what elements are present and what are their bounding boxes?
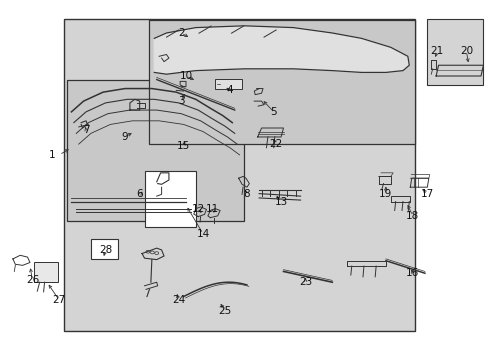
- Text: 13: 13: [274, 197, 287, 207]
- Text: 8: 8: [243, 189, 250, 199]
- Text: 9: 9: [122, 132, 128, 142]
- Bar: [66, 80, 244, 221]
- Text: 22: 22: [269, 139, 282, 149]
- Bar: [34, 262, 58, 282]
- Text: 23: 23: [298, 277, 311, 287]
- Bar: [427, 19, 483, 85]
- Text: 7: 7: [82, 125, 89, 135]
- Text: 4: 4: [226, 85, 233, 95]
- Bar: [64, 19, 414, 330]
- Text: 16: 16: [405, 268, 419, 278]
- Text: 3: 3: [178, 96, 184, 106]
- Text: 28: 28: [99, 245, 112, 255]
- Text: 11: 11: [206, 204, 219, 214]
- Text: 6: 6: [136, 189, 142, 199]
- Text: 17: 17: [420, 189, 433, 199]
- Polygon shape: [154, 26, 408, 74]
- Text: 19: 19: [379, 189, 392, 199]
- Text: 25: 25: [218, 306, 231, 316]
- Text: 15: 15: [177, 141, 190, 151]
- Text: 2: 2: [178, 28, 184, 38]
- Text: 27: 27: [53, 295, 66, 305]
- Text: 26: 26: [26, 275, 39, 285]
- Text: 12: 12: [191, 204, 204, 214]
- Bar: [91, 239, 118, 259]
- Text: 14: 14: [196, 229, 209, 239]
- Bar: [149, 21, 414, 144]
- Text: 1: 1: [48, 150, 55, 160]
- Text: 5: 5: [270, 107, 277, 117]
- Text: 10: 10: [179, 71, 192, 81]
- Text: 20: 20: [459, 46, 472, 56]
- Bar: [144, 171, 195, 226]
- Text: 21: 21: [429, 46, 443, 56]
- Text: 24: 24: [172, 295, 185, 305]
- Bar: [215, 78, 242, 89]
- Text: 18: 18: [405, 211, 419, 221]
